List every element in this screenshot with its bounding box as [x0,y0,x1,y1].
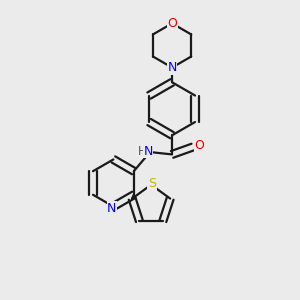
Text: O: O [167,17,177,30]
Text: O: O [194,139,204,152]
Text: N: N [167,61,177,74]
Text: N: N [143,145,153,158]
Text: N: N [107,202,117,214]
Text: S: S [148,177,156,190]
Text: H: H [138,145,147,158]
